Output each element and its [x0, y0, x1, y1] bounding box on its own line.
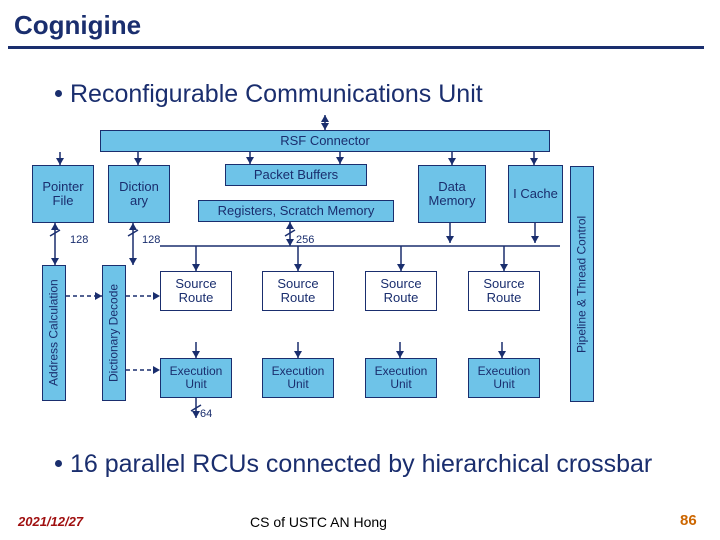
- dictionary-box: Diction ary: [108, 165, 170, 223]
- source-route-box-1: Source Route: [262, 271, 334, 311]
- bitwidth-label-n256: 256: [296, 234, 314, 246]
- page-title: Cognigine: [14, 10, 141, 41]
- bitwidth-label-n128a: 128: [70, 234, 88, 246]
- source-route-box-3: Source Route: [468, 271, 540, 311]
- bullet-dot: [55, 460, 62, 467]
- bitwidth-label-n64: 64: [200, 408, 212, 420]
- address-calc-box: Address Calculation: [42, 265, 66, 401]
- packet-buffers-box: Packet Buffers: [225, 164, 367, 186]
- execution-unit-box-1: Execution Unit: [262, 358, 334, 398]
- title-rule: [8, 46, 704, 49]
- footer-page: 86: [680, 512, 697, 529]
- dictionary-decode-box: Dictionary Decode: [102, 265, 126, 401]
- footer-center: CS of USTC AN Hong: [250, 514, 387, 530]
- bitwidth-label-n128b: 128: [142, 234, 160, 246]
- icache-box: I Cache: [508, 165, 563, 223]
- registers-box: Registers, Scratch Memory: [198, 200, 394, 222]
- rsf-connector-box: RSF Connector: [100, 130, 550, 152]
- execution-unit-box-3: Execution Unit: [468, 358, 540, 398]
- data-memory-box: Data Memory: [418, 165, 486, 223]
- source-route-box-2: Source Route: [365, 271, 437, 311]
- pipeline-thread-box: Pipeline & Thread Control: [570, 166, 594, 402]
- execution-unit-box-0: Execution Unit: [160, 358, 232, 398]
- bullet-text: Reconfigurable Communications Unit: [70, 80, 680, 109]
- footer-date: 2021/12/27: [18, 514, 83, 529]
- pointer-file-box: Pointer File: [32, 165, 94, 223]
- execution-unit-box-2: Execution Unit: [365, 358, 437, 398]
- bullet-text: 16 parallel RCUs connected by hierarchic…: [70, 450, 680, 479]
- source-route-box-0: Source Route: [160, 271, 232, 311]
- bullet-dot: [55, 90, 62, 97]
